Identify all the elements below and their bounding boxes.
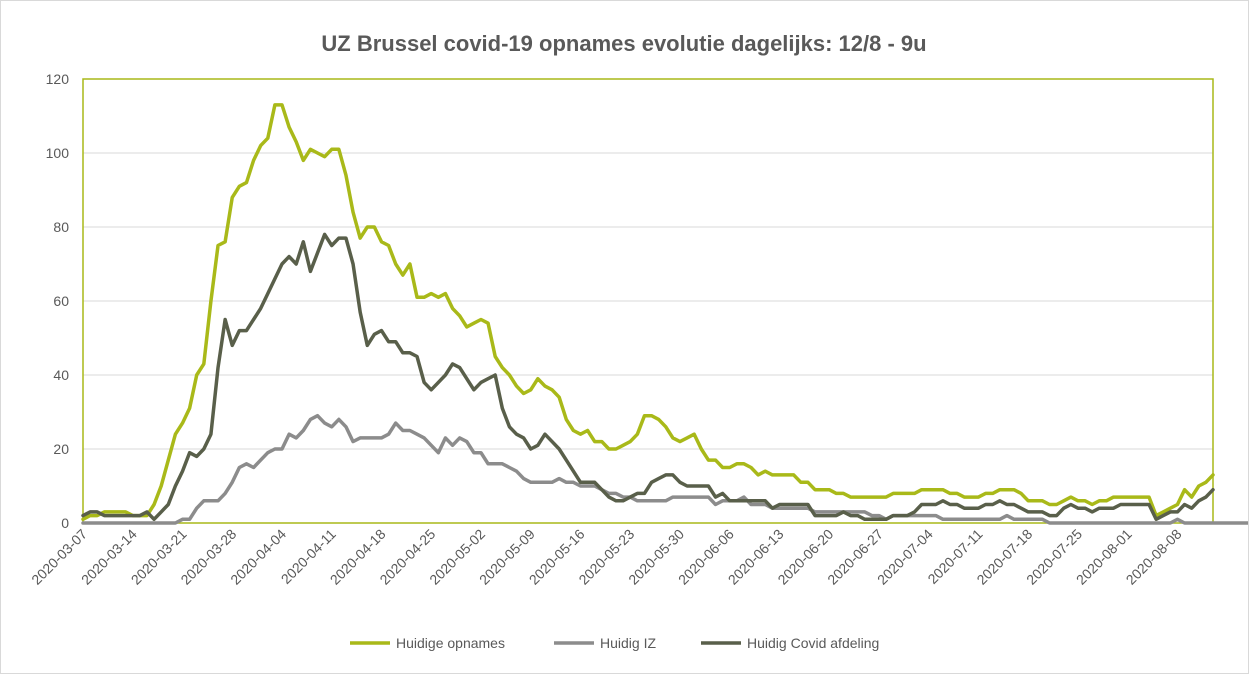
chart-title: UZ Brussel covid-19 opnames evolutie dag…	[321, 31, 926, 56]
y-tick-label: 20	[53, 441, 69, 457]
y-tick-label: 40	[53, 367, 69, 383]
y-tick-label: 80	[53, 219, 69, 235]
gridlines	[83, 152, 1213, 450]
series-line-2	[81, 413, 1248, 525]
y-tick-label: 60	[53, 293, 69, 309]
legend-label: Huidige opnames	[396, 635, 505, 651]
series-line-3	[81, 232, 1215, 522]
y-axis-ticks: 0 20 40 60 80 100 120	[46, 71, 70, 531]
y-tick-label: 100	[46, 145, 70, 161]
legend-label: Huidig Covid afdeling	[747, 635, 879, 651]
plot-area-border	[82, 78, 1214, 524]
y-tick-label: 120	[46, 71, 70, 87]
legend: Huidige opnames Huidig IZ Huidig Covid afd…	[350, 635, 879, 651]
y-tick-label: 0	[61, 515, 69, 531]
series-line-1	[81, 103, 1215, 522]
series-lines	[81, 103, 1248, 525]
legend-label: Huidig IZ	[600, 635, 656, 651]
x-axis-ticks: 2020-03-072020-03-142020-03-212020-03-28…	[28, 526, 1185, 588]
